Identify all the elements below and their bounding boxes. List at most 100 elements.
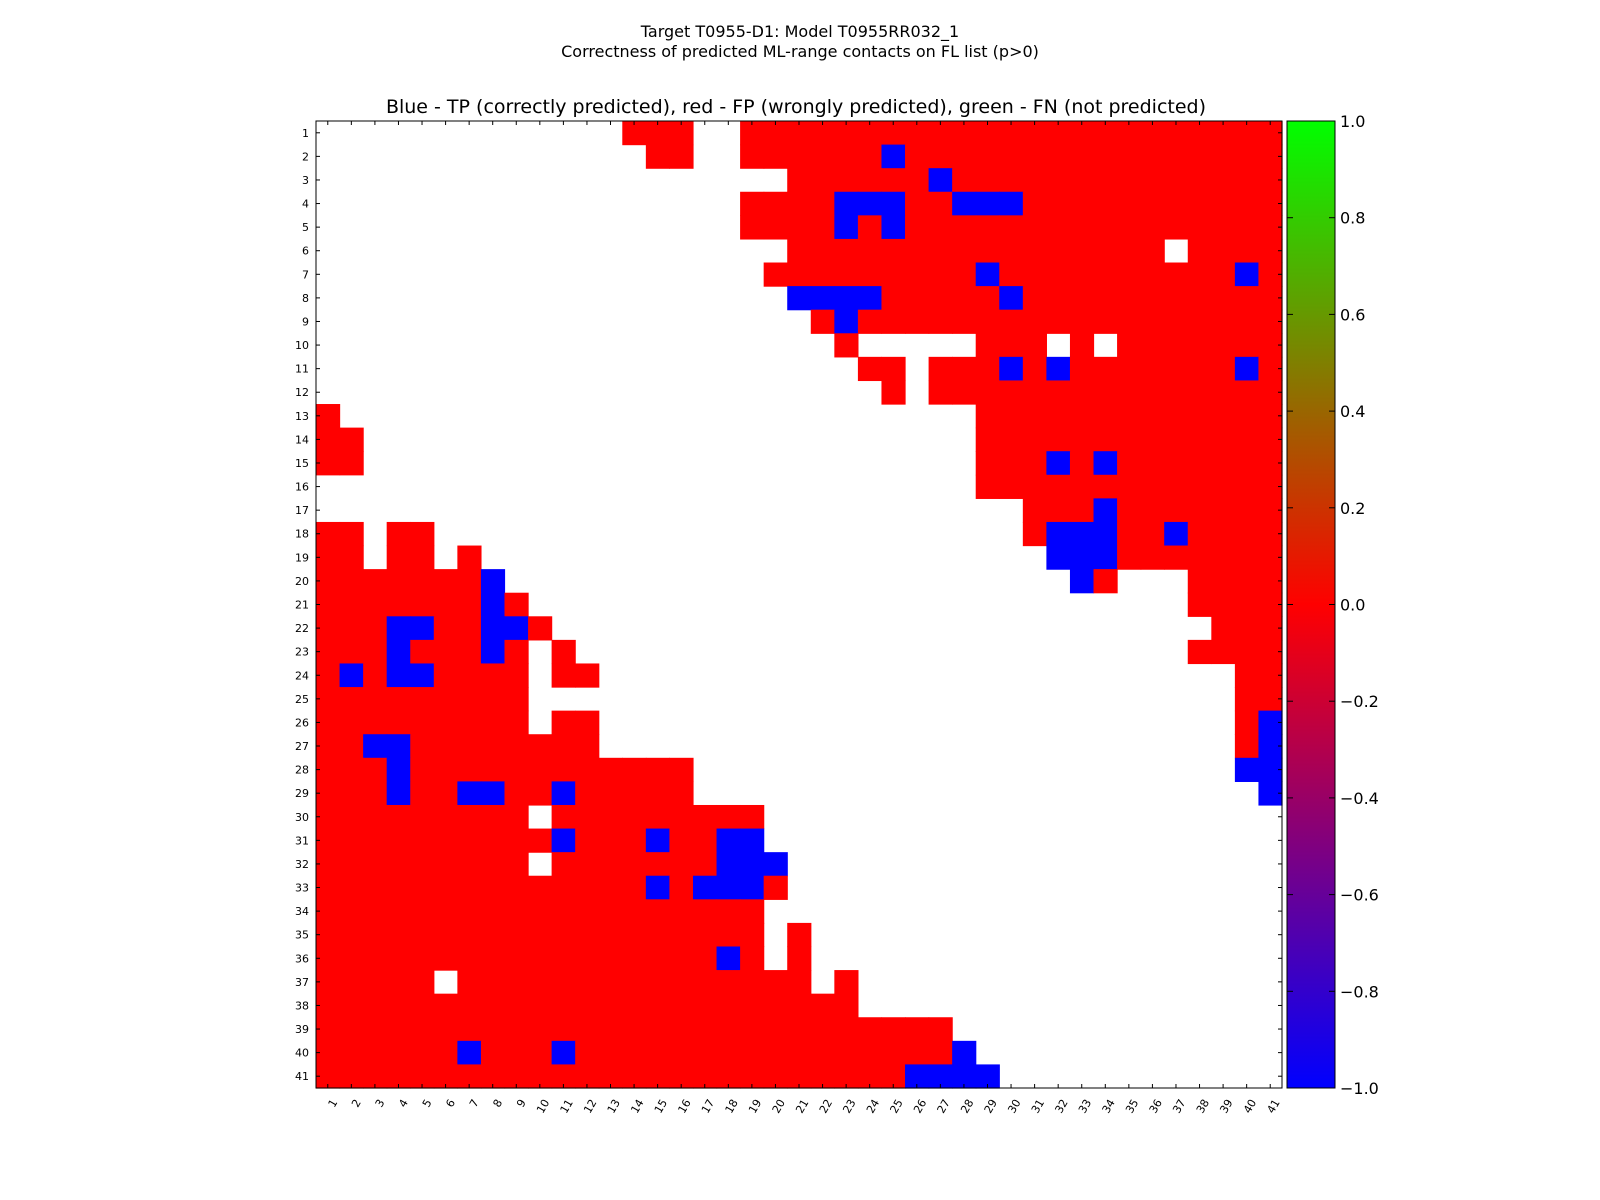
heatmap-cell bbox=[410, 569, 435, 594]
heatmap-cell bbox=[1211, 309, 1236, 334]
heatmap-cell bbox=[1093, 545, 1118, 570]
heatmap-cell bbox=[316, 616, 341, 641]
y-tick-label: 21 bbox=[295, 599, 309, 612]
heatmap-cell bbox=[1093, 569, 1118, 594]
heatmap-cell bbox=[669, 804, 694, 830]
heatmap-cell bbox=[1046, 356, 1071, 382]
heatmap-cell bbox=[433, 734, 458, 759]
heatmap-cell bbox=[551, 1040, 576, 1066]
heatmap-cell bbox=[1234, 545, 1260, 570]
heatmap-cell bbox=[1140, 215, 1165, 240]
heatmap-cell bbox=[575, 946, 600, 971]
heatmap-cell bbox=[692, 993, 718, 1018]
heatmap-cell bbox=[928, 238, 953, 264]
heatmap-cell bbox=[598, 875, 623, 900]
heatmap-cell bbox=[787, 286, 812, 311]
heatmap-cell bbox=[410, 521, 435, 547]
heatmap-cell bbox=[433, 710, 458, 735]
x-tick-label: 17 bbox=[699, 1097, 717, 1116]
heatmap-cell bbox=[316, 993, 341, 1018]
heatmap-cell bbox=[1211, 356, 1236, 382]
x-tick-label: 4 bbox=[396, 1097, 411, 1110]
heatmap-cell bbox=[1140, 286, 1165, 311]
heatmap-cell bbox=[1069, 569, 1095, 594]
heatmap-cell bbox=[480, 1017, 506, 1042]
heatmap-cell bbox=[598, 828, 623, 853]
colorbar-tick-label: −1.0 bbox=[1340, 1079, 1379, 1098]
heatmap-cell bbox=[598, 993, 623, 1018]
x-tick-label: 26 bbox=[911, 1097, 929, 1116]
heatmap-cell bbox=[716, 1017, 741, 1042]
heatmap-cell bbox=[645, 946, 671, 971]
heatmap-cell bbox=[504, 922, 529, 948]
x-tick-label: 13 bbox=[605, 1097, 623, 1116]
heatmap-cell bbox=[999, 333, 1024, 358]
heatmap-cell bbox=[1093, 121, 1118, 146]
heatmap-cell bbox=[598, 1017, 623, 1042]
y-tick-label: 17 bbox=[295, 504, 309, 517]
y-tick-label: 13 bbox=[295, 410, 309, 423]
heatmap-cell bbox=[857, 121, 883, 146]
heatmap-cell bbox=[363, 875, 388, 900]
heatmap-cell bbox=[787, 191, 812, 216]
heatmap-cell bbox=[857, 356, 883, 382]
heatmap-cell bbox=[457, 663, 482, 688]
heatmap-cell bbox=[1211, 262, 1236, 287]
heatmap-cell bbox=[1164, 380, 1189, 405]
heatmap-cell bbox=[504, 970, 529, 995]
heatmap-cell bbox=[622, 781, 647, 806]
heatmap-cell bbox=[1093, 404, 1118, 429]
heatmap-cell bbox=[575, 804, 600, 830]
heatmap-cell bbox=[363, 639, 388, 665]
heatmap-cell bbox=[905, 215, 930, 240]
heatmap-cell bbox=[1022, 215, 1047, 240]
heatmap-cell bbox=[386, 1017, 411, 1042]
heatmap-cell bbox=[881, 262, 906, 287]
heatmap-cell bbox=[504, 687, 529, 712]
heatmap-cell bbox=[1187, 168, 1212, 193]
heatmap-cell bbox=[386, 828, 411, 853]
heatmap-cell bbox=[433, 569, 458, 594]
heatmap-cell bbox=[1234, 333, 1260, 358]
heatmap-cell bbox=[1211, 168, 1236, 193]
heatmap-cell bbox=[528, 993, 553, 1018]
heatmap-cell bbox=[480, 569, 506, 594]
y-tick-label: 3 bbox=[302, 174, 309, 187]
heatmap-cell bbox=[410, 545, 435, 570]
heatmap-cell bbox=[363, 804, 388, 830]
heatmap-cell bbox=[905, 1017, 930, 1042]
heatmap-cell bbox=[1234, 734, 1260, 759]
heatmap-cell bbox=[386, 687, 411, 712]
heatmap-cell bbox=[857, 215, 883, 240]
heatmap-cell bbox=[622, 899, 647, 924]
heatmap-cell bbox=[504, 663, 529, 688]
heatmap-cell bbox=[834, 191, 859, 216]
heatmap-cell bbox=[1069, 451, 1095, 476]
heatmap-cell bbox=[1164, 545, 1189, 570]
heatmap-cell bbox=[598, 781, 623, 806]
heatmap-cell bbox=[316, 569, 341, 594]
heatmap-cell bbox=[1211, 616, 1236, 641]
heatmap-cell bbox=[410, 639, 435, 665]
heatmap-cell bbox=[881, 309, 906, 334]
heatmap-cell bbox=[810, 144, 835, 169]
heatmap-cell bbox=[480, 639, 506, 665]
heatmap-cell bbox=[834, 121, 859, 146]
heatmap-cell bbox=[1211, 191, 1236, 216]
heatmap-cell bbox=[363, 1017, 388, 1042]
heatmap-cell bbox=[999, 309, 1024, 334]
colorbar-tick-label: 0.8 bbox=[1340, 209, 1365, 228]
heatmap-cell bbox=[645, 781, 671, 806]
heatmap-cell bbox=[975, 451, 1000, 476]
heatmap-cell bbox=[952, 238, 977, 264]
heatmap-cell bbox=[999, 404, 1024, 429]
heatmap-cell bbox=[881, 238, 906, 264]
heatmap-cell bbox=[316, 875, 341, 900]
heatmap-cell bbox=[1164, 215, 1189, 240]
heatmap-cell bbox=[551, 663, 576, 688]
heatmap-cell bbox=[669, 922, 694, 948]
heatmap-cell bbox=[1117, 498, 1142, 523]
heatmap-cell bbox=[1117, 521, 1142, 547]
heatmap-cell bbox=[551, 1017, 576, 1042]
heatmap-cell bbox=[575, 757, 600, 782]
